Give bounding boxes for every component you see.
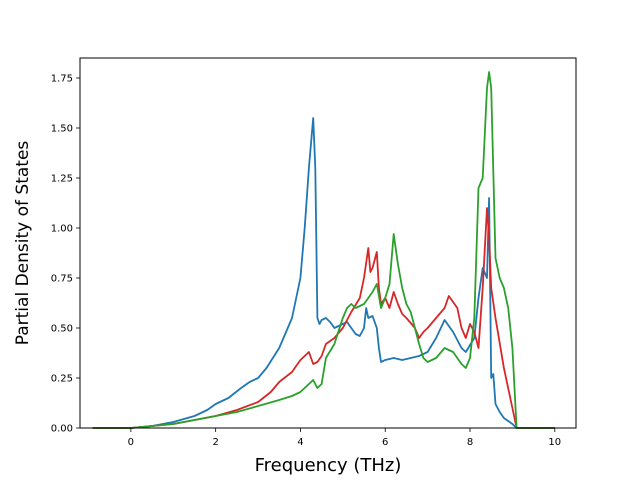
y-axis-label: Partial Density of States bbox=[13, 141, 33, 346]
y-tick-label: 0.00 bbox=[51, 424, 73, 435]
x-tick-label: 2 bbox=[212, 437, 218, 448]
y-axis: 0.00 0.25 0.50 0.75 1.00 1.25 1.50 1.75 bbox=[51, 74, 80, 435]
y-tick-label: 0.25 bbox=[51, 374, 73, 385]
y-tick-label: 1.00 bbox=[51, 224, 73, 235]
axes-frame bbox=[79, 57, 577, 429]
plot-area bbox=[92, 71, 555, 429]
series-line-3 bbox=[92, 71, 555, 429]
y-tick-label: 0.75 bbox=[51, 274, 73, 285]
y-tick-label: 1.50 bbox=[51, 124, 73, 135]
y-tick-label: 1.75 bbox=[51, 74, 73, 85]
x-tick-label: 10 bbox=[548, 437, 561, 448]
x-axis-label: Frequency (THz) bbox=[255, 455, 402, 476]
y-tick-label: 0.50 bbox=[51, 324, 73, 335]
x-tick-label: 4 bbox=[297, 437, 303, 448]
x-axis: 0 2 4 6 8 10 bbox=[128, 428, 561, 448]
series-line-2 bbox=[92, 207, 555, 429]
y-tick-label: 1.25 bbox=[51, 174, 73, 185]
x-tick-label: 0 bbox=[128, 437, 134, 448]
x-tick-label: 6 bbox=[382, 437, 388, 448]
x-tick-label: 8 bbox=[467, 437, 473, 448]
series-line-1 bbox=[92, 117, 555, 429]
